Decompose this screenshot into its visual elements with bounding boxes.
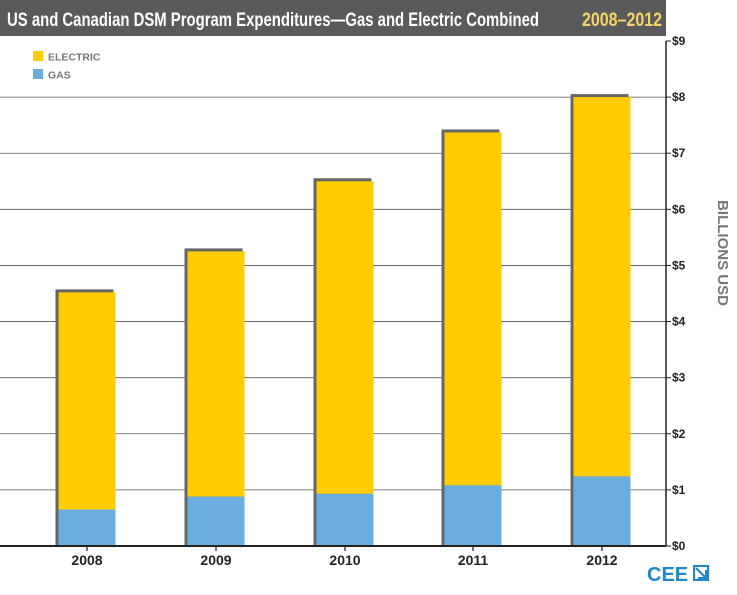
y-tick-label: $9 [672, 34, 686, 48]
y-tick-label: $8 [672, 90, 686, 104]
y-tick-label: $0 [672, 539, 686, 553]
x-tick-label: 2011 [458, 552, 489, 568]
y-tick-label: $3 [672, 371, 686, 385]
bar-layer [55, 94, 631, 546]
legend: ELECTRIC GAS [33, 51, 101, 82]
bar-electric [573, 97, 631, 477]
bar-gas [444, 485, 502, 546]
legend-swatch-gas [33, 69, 43, 79]
y-tick-label: $4 [672, 315, 686, 329]
bar-electric [187, 251, 245, 497]
legend-label-gas: GAS [48, 70, 71, 82]
y-axis-title: BILLIONS USD [714, 200, 731, 306]
bar-gas [58, 509, 116, 546]
bar-electric [444, 132, 502, 486]
x-tick-label: 2012 [586, 552, 617, 568]
bar-gas [187, 496, 245, 546]
bar-gas [573, 476, 631, 546]
y-tick-label: $2 [672, 427, 686, 441]
bar-electric [316, 181, 374, 494]
cee-logo: CEE [647, 564, 709, 586]
y-tick-label: $6 [672, 202, 686, 216]
y-tick-label: $7 [672, 146, 686, 160]
x-tick-label: 2009 [200, 552, 231, 568]
y-tick-label: $1 [672, 483, 686, 497]
axis-layer: $0 $1 $2 $3 $4 $5 $6 $7 $8 $9 2008 2009 2010 2011 2012 [0, 34, 686, 568]
chart-subtitle: 2008–2012 [582, 10, 662, 31]
cee-logo-mark-icon [693, 565, 709, 581]
y-tick-label: $5 [672, 258, 686, 272]
bar-electric [58, 292, 116, 510]
legend-swatch-electric [33, 51, 43, 61]
title-bar [0, 0, 666, 36]
cee-logo-text: CEE [647, 564, 688, 586]
x-tick-label: 2008 [71, 552, 102, 568]
bar-gas [316, 493, 374, 546]
legend-label-electric: ELECTRIC [48, 52, 101, 64]
chart-title: US and Canadian DSM Program Expenditures… [7, 10, 539, 31]
x-tick-label: 2010 [329, 552, 360, 568]
